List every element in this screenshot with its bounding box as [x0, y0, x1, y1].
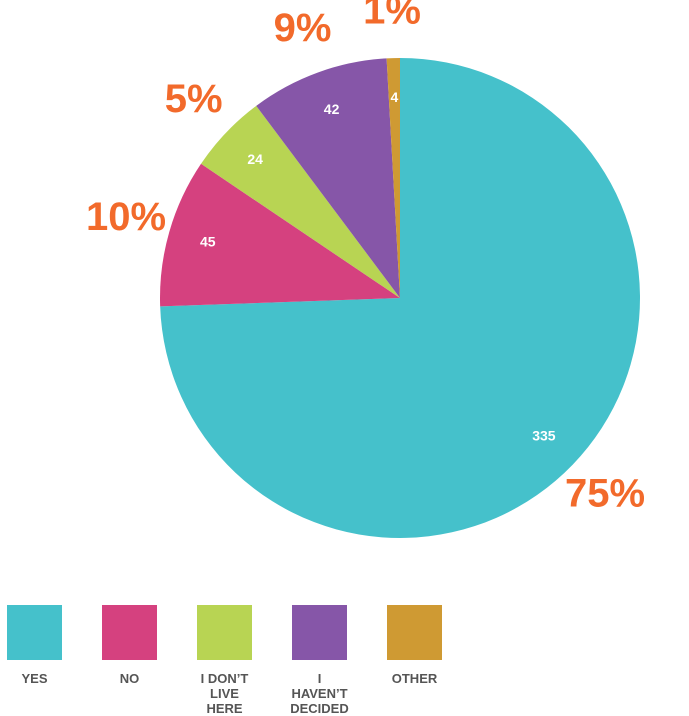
slice-value-label: 335 [532, 428, 556, 444]
slice-value-label: 24 [247, 151, 263, 167]
slice-value-label: 4 [391, 89, 399, 105]
legend-swatch [7, 605, 62, 660]
slice-percent-label: 9% [274, 6, 332, 50]
legend: YES NO I DON’T LIVE HERE I HAVEN’T DECIDED O… [0, 605, 689, 716]
pie-slice [201, 105, 400, 299]
legend-item: I DON’T LIVE HERE [180, 605, 270, 716]
legend-swatch [292, 605, 347, 660]
legend-label: YES [21, 671, 48, 686]
slice-percent-label: 1% [363, 0, 421, 33]
legend-item: YES [0, 605, 80, 686]
legend-swatch [387, 605, 442, 660]
legend-label: I HAVEN’T DECIDED [290, 671, 349, 716]
legend-swatch [197, 605, 252, 660]
legend-label: OTHER [391, 671, 438, 686]
slice-percent-label: 75% [565, 472, 645, 516]
legend-swatch [102, 605, 157, 660]
pie-chart: 335 75% 45 10% 24 5% 42 9% 4 1% [86, 0, 645, 539]
slice-value-label: 45 [200, 234, 216, 250]
pie-slice [386, 58, 400, 298]
legend-label: I DON’T LIVE HERE [200, 671, 249, 716]
legend-label: NO [119, 671, 140, 686]
legend-item: I HAVEN’T DECIDED [275, 605, 365, 716]
slice-value-label: 42 [324, 101, 340, 117]
legend-item: OTHER [370, 605, 460, 686]
pie-slice [160, 58, 641, 539]
pie-slice [159, 163, 400, 307]
slice-percent-label: 10% [86, 195, 166, 239]
legend-item: NO [85, 605, 175, 686]
slice-percent-label: 5% [165, 77, 223, 121]
pie-slice [256, 58, 400, 298]
